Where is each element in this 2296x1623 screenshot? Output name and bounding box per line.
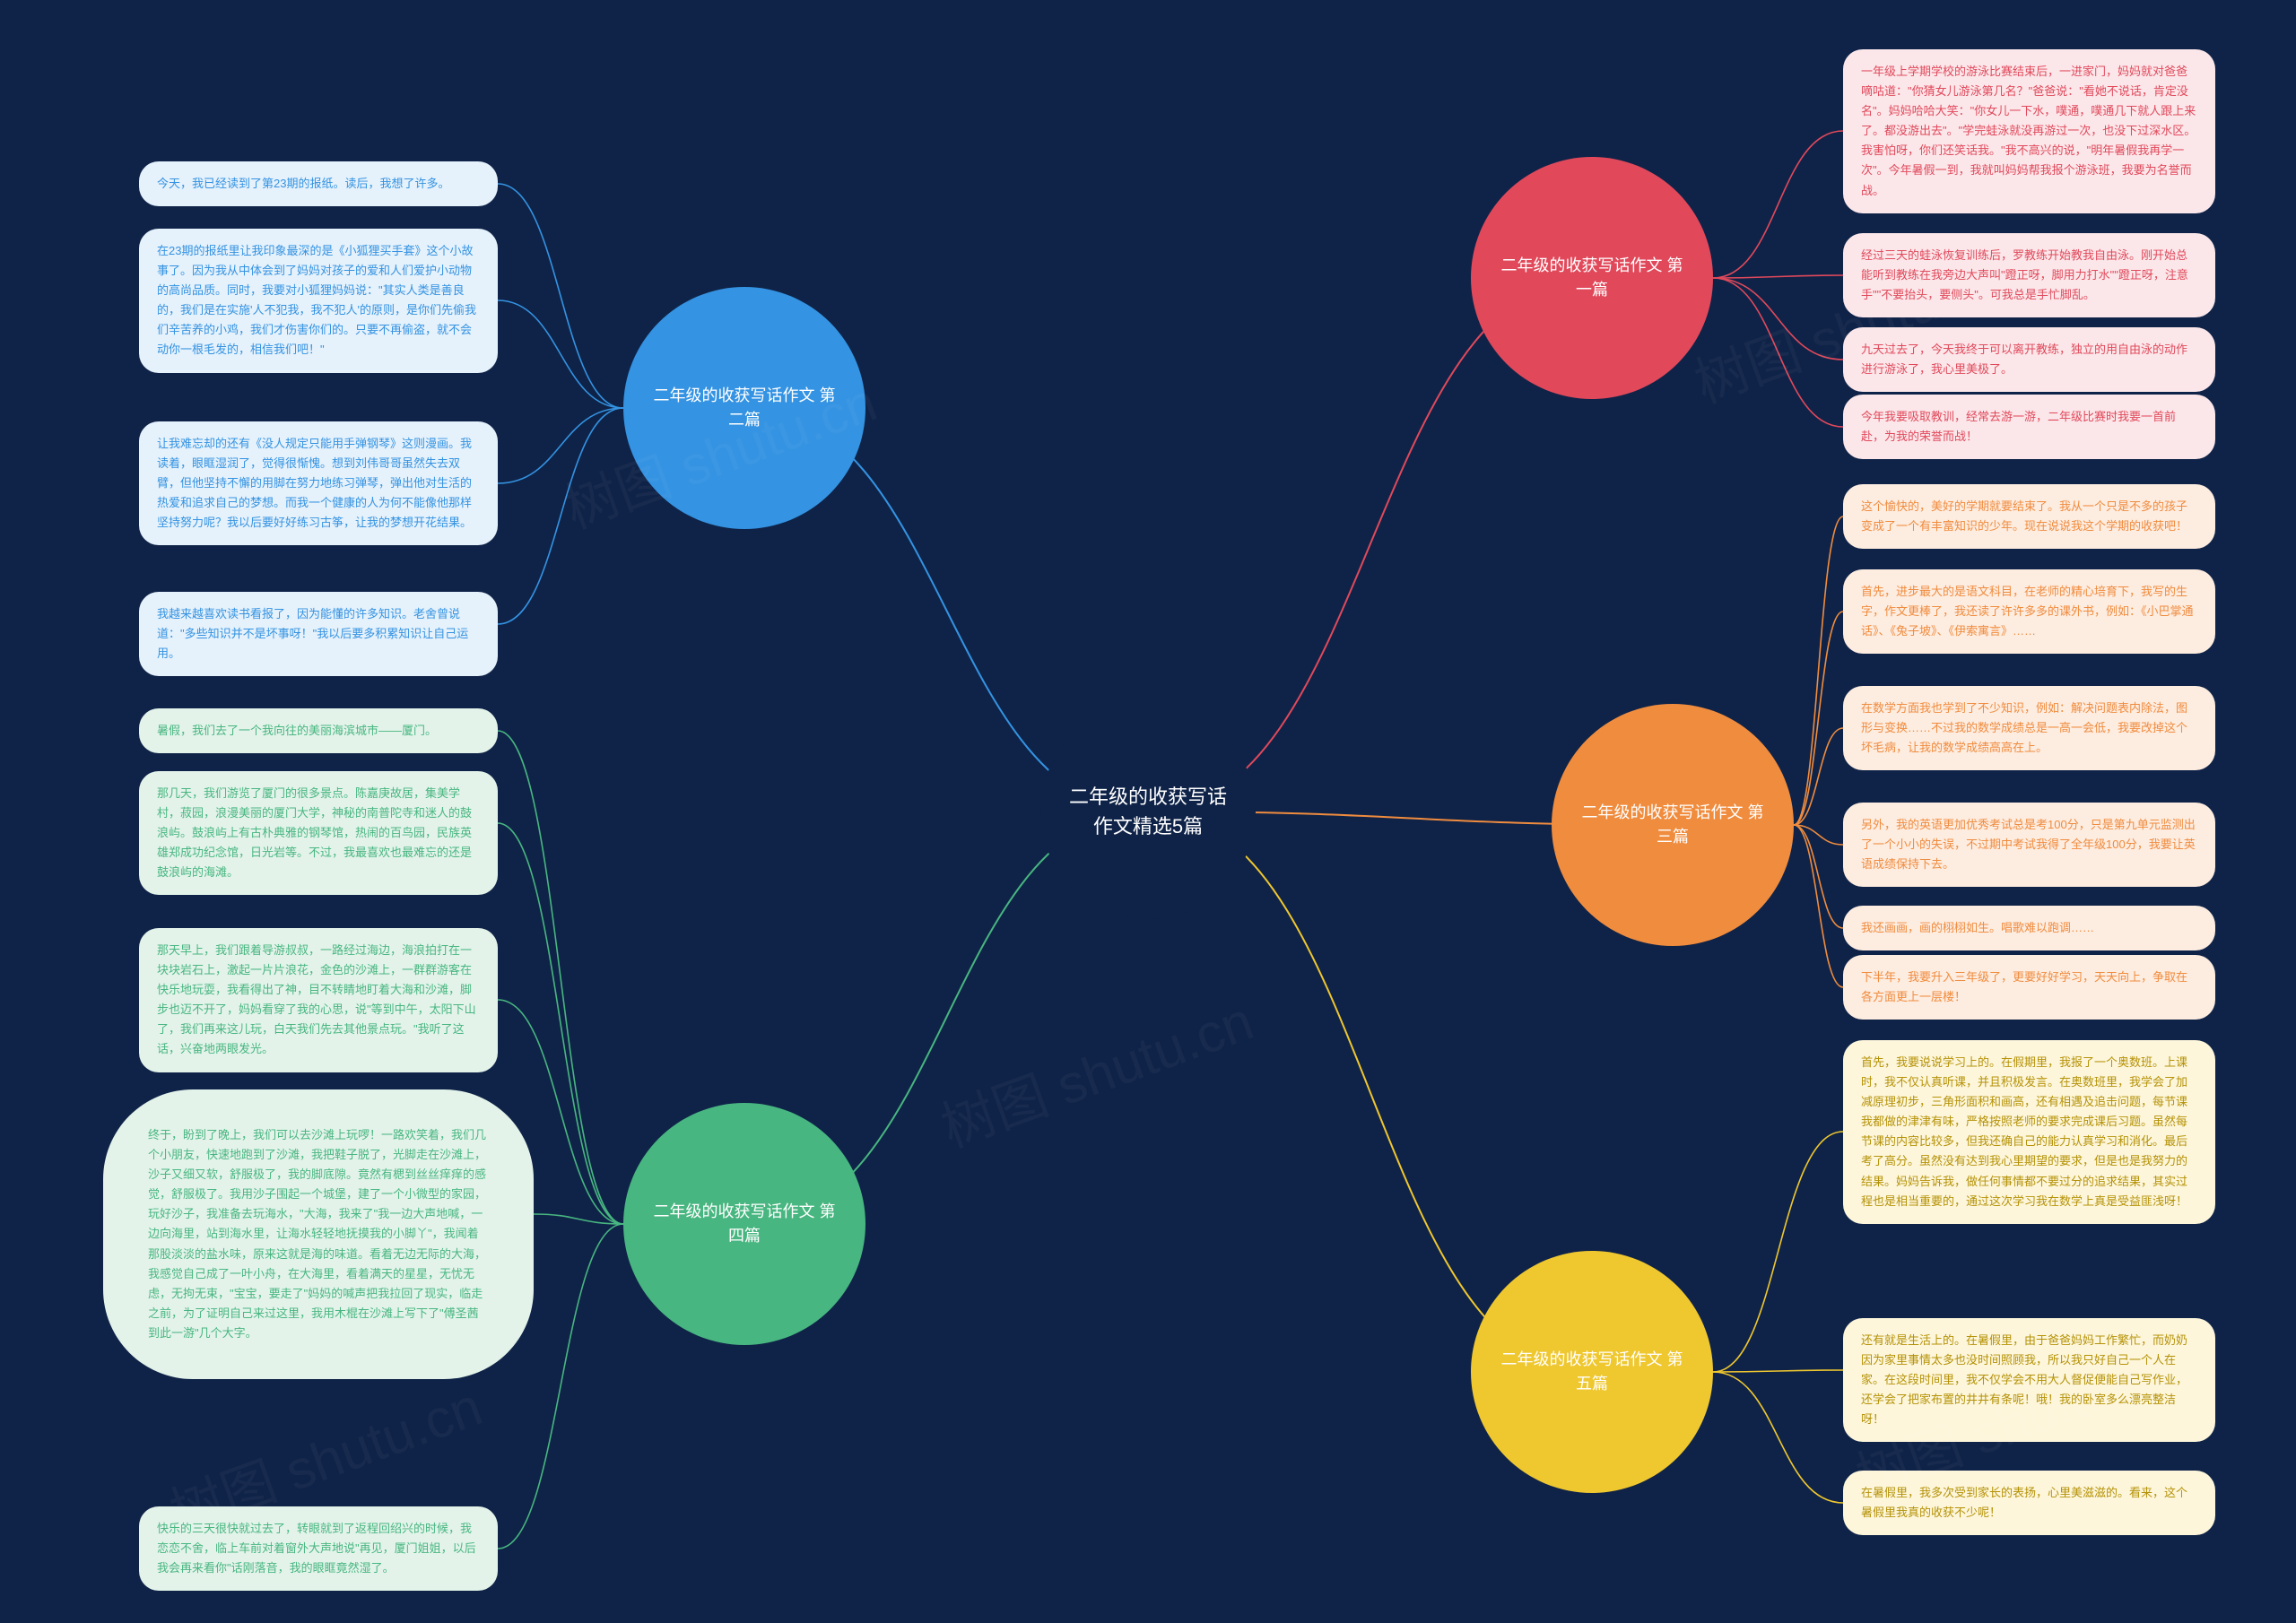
branch-node: 二年级的收获写话作文 第三篇 — [1552, 704, 1794, 946]
leaf-text: 首先，进步最大的是语文科目，在老师的精心培育下，我写的生字，作文更棒了，我还读了… — [1861, 585, 2194, 638]
leaf-text: 另外，我的英语更加优秀考试总是考100分，只是第九单元监测出了一个小小的失误，不… — [1861, 818, 2196, 871]
leaf-node: 首先，我要说说学习上的。在假期里，我报了一个奥数班。上课时，我不仅认真听课，并且… — [1843, 1040, 2215, 1224]
branch-node: 二年级的收获写话作文 第一篇 — [1471, 157, 1713, 399]
leaf-node: 终于，盼到了晚上，我们可以去沙滩上玩啰！一路欢笑着，我们几个小朋友，快速地跑到了… — [103, 1089, 534, 1379]
leaf-node: 在23期的报纸里让我印象最深的是《小狐狸买手套》这个小故事了。因为我从中体会到了… — [139, 229, 498, 373]
leaf-node: 经过三天的蛙泳恢复训练后，罗教练开始教我自由泳。刚开始总能听到教练在我旁边大声叫… — [1843, 233, 2215, 317]
leaf-text: 暑假，我们去了一个我向往的美丽海滨城市——厦门。 — [157, 724, 437, 737]
leaf-node: 这个愉快的，美好的学期就要结束了。我从一个只是不多的孩子变成了一个有丰富知识的少… — [1843, 484, 2215, 549]
leaf-text: 九天过去了，今天我终于可以离开教练，独立的用自由泳的动作进行游泳了，我心里美极了… — [1861, 343, 2187, 376]
leaf-node: 暑假，我们去了一个我向往的美丽海滨城市——厦门。 — [139, 708, 498, 753]
leaf-node: 另外，我的英语更加优秀考试总是考100分，只是第九单元监测出了一个小小的失误，不… — [1843, 803, 2215, 887]
leaf-text: 我还画画，画的栩栩如生。唱歌难以跑调…… — [1861, 921, 2094, 934]
leaf-node: 在暑假里，我多次受到家长的表扬，心里美滋滋的。看来，这个暑假里我真的收获不少呢！ — [1843, 1471, 2215, 1535]
leaf-text: 还有就是生活上的。在暑假里，由于爸爸妈妈工作繁忙，而奶奶因为家里事情太多也没时间… — [1861, 1333, 2187, 1426]
center-label: 二年级的收获写话作文精选5篇 — [1067, 782, 1229, 841]
leaf-node: 那天早上，我们跟着导游叔叔，一路经过海边，海浪拍打在一块块岩石上，激起一片片浪花… — [139, 928, 498, 1072]
center-node: 二年级的收获写话作文精选5篇 — [1040, 704, 1256, 919]
leaf-node: 还有就是生活上的。在暑假里，由于爸爸妈妈工作繁忙，而奶奶因为家里事情太多也没时间… — [1843, 1318, 2215, 1442]
branch-label: 二年级的收获写话作文 第五篇 — [1498, 1348, 1686, 1396]
leaf-node: 九天过去了，今天我终于可以离开教练，独立的用自由泳的动作进行游泳了，我心里美极了… — [1843, 327, 2215, 392]
leaf-text: 首先，我要说说学习上的。在假期里，我报了一个奥数班。上课时，我不仅认真听课，并且… — [1861, 1055, 2187, 1208]
branch-label: 二年级的收获写话作文 第一篇 — [1498, 254, 1686, 302]
leaf-node: 今天，我已经读到了第23期的报纸。读后，我想了许多。 — [139, 161, 498, 206]
leaf-node: 一年级上学期学校的游泳比赛结束后，一进家门，妈妈就对爸爸嘀咕道："你猜女儿游泳第… — [1843, 49, 2215, 213]
branch-label: 二年级的收获写话作文 第四篇 — [650, 1200, 839, 1248]
leaf-text: 今天，我已经读到了第23期的报纸。读后，我想了许多。 — [157, 177, 449, 190]
leaf-text: 在暑假里，我多次受到家长的表扬，心里美滋滋的。看来，这个暑假里我真的收获不少呢！ — [1861, 1486, 2187, 1519]
leaf-node: 下半年，我要升入三年级了，更要好好学习，天天向上，争取在各方面更上一层楼！ — [1843, 955, 2215, 1020]
branch-node: 二年级的收获写话作文 第二篇 — [623, 287, 865, 529]
leaf-text: 那几天，我们游览了厦门的很多景点。陈嘉庚故居，集美学村，菽园，浪漫美丽的厦门大学… — [157, 786, 472, 879]
leaf-node: 那几天，我们游览了厦门的很多景点。陈嘉庚故居，集美学村，菽园，浪漫美丽的厦门大学… — [139, 771, 498, 895]
leaf-text: 下半年，我要升入三年级了，更要好好学习，天天向上，争取在各方面更上一层楼！ — [1861, 970, 2187, 1003]
leaf-text: 这个愉快的，美好的学期就要结束了。我从一个只是不多的孩子变成了一个有丰富知识的少… — [1861, 499, 2187, 533]
leaf-node: 在数学方面我也学到了不少知识，例如：解决问题表内除法，图形与变换……不过我的数学… — [1843, 686, 2215, 770]
leaf-text: 一年级上学期学校的游泳比赛结束后，一进家门，妈妈就对爸爸嘀咕道："你猜女儿游泳第… — [1861, 65, 2196, 197]
leaf-text: 终于，盼到了晚上，我们可以去沙滩上玩啰！一路欢笑着，我们几个小朋友，快速地跑到了… — [148, 1128, 486, 1340]
branch-node: 二年级的收获写话作文 第四篇 — [623, 1103, 865, 1345]
leaf-node: 今年我要吸取教训，经常去游一游，二年级比赛时我要一首前赴，为我的荣誉而战！ — [1843, 395, 2215, 459]
leaf-text: 让我难忘却的还有《没人规定只能用手弹钢琴》这则漫画。我读着，眼眶湿润了，觉得很惭… — [157, 437, 472, 529]
leaf-text: 快乐的三天很快就过去了，转眼就到了返程回绍兴的时候，我恋恋不舍，临上车前对着窗外… — [157, 1522, 476, 1575]
branch-label: 二年级的收获写话作文 第二篇 — [650, 384, 839, 432]
watermark: 树图 shutu.cn — [929, 977, 1262, 1162]
branch-label: 二年级的收获写话作文 第三篇 — [1578, 801, 1767, 849]
leaf-text: 我越来越喜欢读书看报了，因为能懂的许多知识。老舍曾说道："多些知识并不是坏事呀！… — [157, 607, 468, 660]
leaf-text: 在23期的报纸里让我印象最深的是《小狐狸买手套》这个小故事了。因为我从中体会到了… — [157, 244, 476, 356]
leaf-text: 今年我要吸取教训，经常去游一游，二年级比赛时我要一首前赴，为我的荣誉而战！ — [1861, 410, 2176, 443]
leaf-text: 那天早上，我们跟着导游叔叔，一路经过海边，海浪拍打在一块块岩石上，激起一片片浪花… — [157, 943, 476, 1055]
leaf-text: 经过三天的蛙泳恢复训练后，罗教练开始教我自由泳。刚开始总能听到教练在我旁边大声叫… — [1861, 248, 2188, 301]
leaf-node: 我越来越喜欢读书看报了，因为能懂的许多知识。老舍曾说道："多些知识并不是坏事呀！… — [139, 592, 498, 676]
leaf-node: 快乐的三天很快就过去了，转眼就到了返程回绍兴的时候，我恋恋不舍，临上车前对着窗外… — [139, 1506, 498, 1591]
leaf-text: 在数学方面我也学到了不少知识，例如：解决问题表内除法，图形与变换……不过我的数学… — [1861, 701, 2187, 754]
branch-node: 二年级的收获写话作文 第五篇 — [1471, 1251, 1713, 1493]
leaf-node: 首先，进步最大的是语文科目，在老师的精心培育下，我写的生字，作文更棒了，我还读了… — [1843, 569, 2215, 654]
leaf-node: 我还画画，画的栩栩如生。唱歌难以跑调…… — [1843, 906, 2215, 950]
leaf-node: 让我难忘却的还有《没人规定只能用手弹钢琴》这则漫画。我读着，眼眶湿润了，觉得很惭… — [139, 421, 498, 545]
